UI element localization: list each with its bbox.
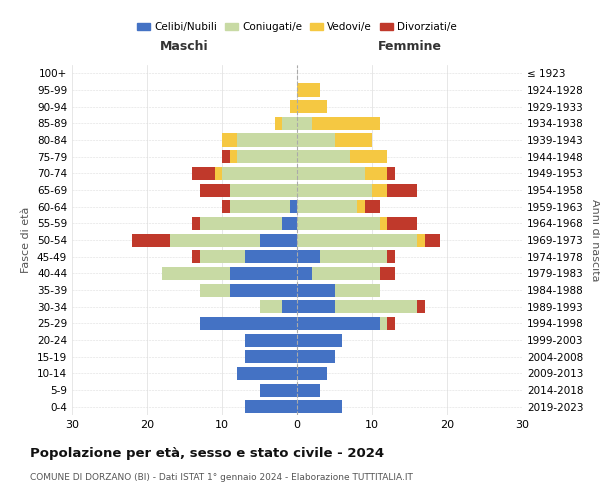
Bar [192,217,199,230]
Bar [312,267,380,280]
Bar [245,350,297,363]
Bar [222,134,237,146]
Text: Popolazione per età, sesso e stato civile - 2024: Popolazione per età, sesso e stato civil… [30,448,384,460]
Bar [365,167,387,180]
Bar [380,317,387,330]
Bar [335,300,417,313]
Bar [297,134,335,146]
Bar [282,300,297,313]
Bar [162,267,229,280]
Bar [237,150,297,163]
Bar [425,234,439,246]
Y-axis label: Anni di nascita: Anni di nascita [590,198,600,281]
Bar [297,117,312,130]
Bar [222,167,297,180]
Bar [237,367,297,380]
Bar [260,234,297,246]
Bar [297,200,357,213]
Bar [290,200,297,213]
Bar [297,250,320,263]
Bar [312,117,380,130]
Text: Maschi: Maschi [160,40,209,54]
Bar [357,200,365,213]
Bar [387,167,395,180]
Bar [297,150,349,163]
Bar [297,167,365,180]
Bar [297,334,342,346]
Bar [229,200,290,213]
Bar [229,284,297,296]
Bar [290,100,297,113]
Text: Femmine: Femmine [377,40,442,54]
Bar [260,384,297,396]
Bar [297,184,372,196]
Bar [132,234,170,246]
Bar [297,100,327,113]
Y-axis label: Fasce di età: Fasce di età [22,207,31,273]
Bar [199,284,229,296]
Bar [282,117,297,130]
Bar [222,150,229,163]
Bar [297,234,417,246]
Bar [349,150,387,163]
Bar [417,300,425,313]
Bar [275,117,282,130]
Bar [192,167,215,180]
Legend: Celibi/Nubili, Coniugati/e, Vedovi/e, Divorziati/e: Celibi/Nubili, Coniugati/e, Vedovi/e, Di… [133,18,461,36]
Bar [245,334,297,346]
Bar [229,267,297,280]
Bar [297,350,335,363]
Bar [387,317,395,330]
Bar [199,184,229,196]
Bar [297,300,335,313]
Bar [320,250,387,263]
Bar [365,200,380,213]
Bar [260,300,282,313]
Bar [372,184,387,196]
Bar [297,400,342,413]
Bar [192,250,199,263]
Bar [335,284,380,296]
Bar [297,267,312,280]
Bar [170,234,260,246]
Bar [297,284,335,296]
Bar [380,217,387,230]
Bar [297,84,320,96]
Bar [297,317,380,330]
Bar [199,317,297,330]
Bar [245,250,297,263]
Bar [222,200,229,213]
Bar [335,134,372,146]
Bar [297,384,320,396]
Bar [199,250,245,263]
Bar [297,367,327,380]
Text: COMUNE DI DORZANO (BI) - Dati ISTAT 1° gennaio 2024 - Elaborazione TUTTITALIA.IT: COMUNE DI DORZANO (BI) - Dati ISTAT 1° g… [30,472,413,482]
Bar [387,217,417,230]
Bar [245,400,297,413]
Bar [387,250,395,263]
Bar [387,184,417,196]
Bar [282,217,297,230]
Bar [229,150,237,163]
Bar [297,217,380,230]
Bar [215,167,222,180]
Bar [417,234,425,246]
Bar [237,134,297,146]
Bar [199,217,282,230]
Bar [380,267,395,280]
Bar [229,184,297,196]
